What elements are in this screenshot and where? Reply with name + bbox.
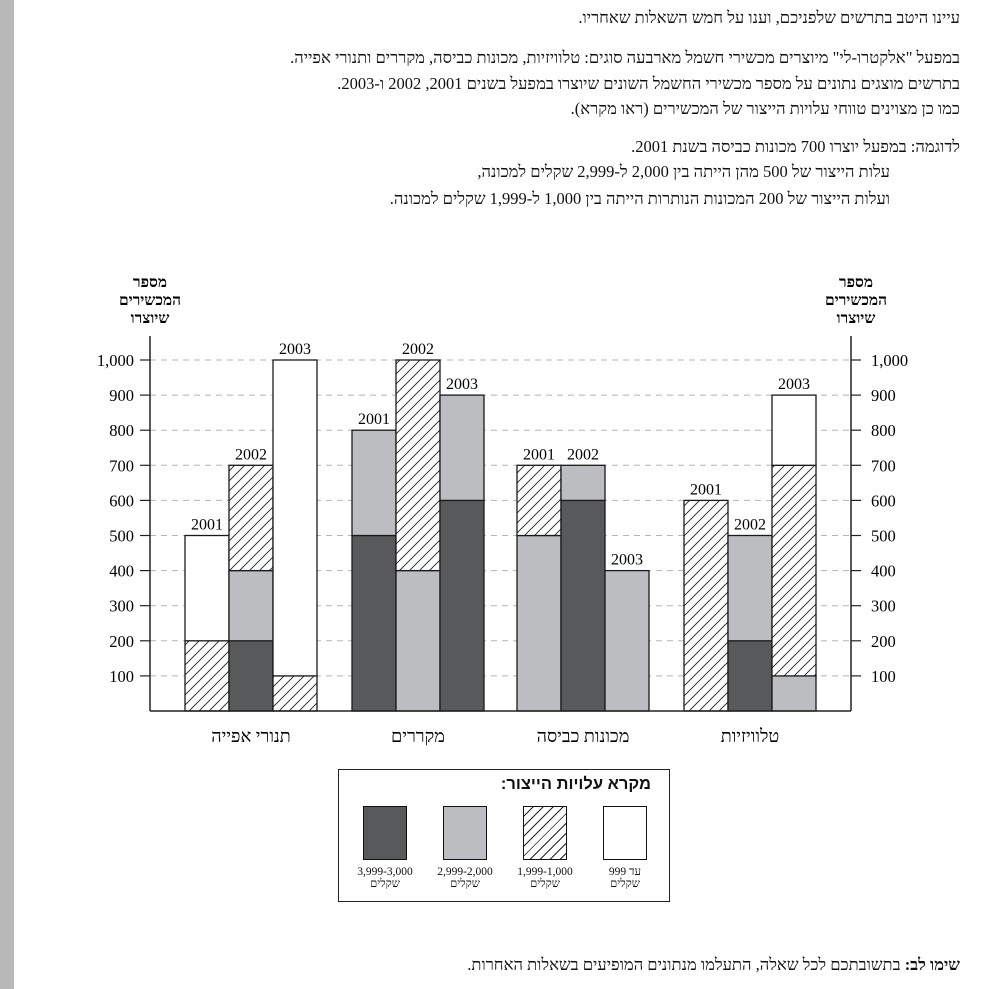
- bar-segment: [395, 569, 441, 712]
- legend-swatch-dark: [363, 806, 407, 860]
- legend-swatch-light-gray: [443, 806, 487, 860]
- y-tick-label-left: 100: [109, 667, 134, 686]
- y-axis-title-left-line: שיוצרו: [131, 310, 170, 327]
- y-tick-label-right: 700: [871, 456, 896, 475]
- legend-item-0-999: עד 999 שקלים: [589, 806, 661, 890]
- bar-segment: [395, 359, 441, 572]
- description-line-1: במפעל "אלקטרו-לי" מיוצרים מכשירי חשמל מא…: [290, 48, 960, 67]
- legend-item-3000-3999: 3,999-3,000 שקלים: [349, 806, 421, 890]
- y-tick-label-right: 1,000: [871, 351, 908, 370]
- bar-segment: [516, 464, 562, 537]
- example-line-1: לדוגמה: במפעל יוצרו 700 מכונות כביסה בשנ…: [631, 137, 960, 156]
- legend-unit-label: שקלים: [610, 878, 640, 890]
- bar-year-label: 2002: [567, 446, 599, 463]
- bar-year-label: 2003: [446, 376, 478, 393]
- bar-year-label: 2001: [523, 446, 555, 463]
- description-line-2: בתרשים מוצגים נתונים על מספר מכשירי החשמ…: [337, 74, 960, 93]
- y-tick-label-right: 200: [871, 632, 896, 651]
- legend-range-label: 1,999-1,000: [517, 866, 573, 878]
- category-label: טלוויזיות: [721, 726, 780, 746]
- y-tick-label-right: 400: [871, 562, 896, 581]
- y-axis-title-left: מספר המכשירים שיוצרו: [119, 274, 181, 327]
- y-tick-label-left: 700: [109, 456, 134, 475]
- y-axis-title-left-line: מספר: [133, 274, 167, 291]
- category-label: מכונות כביסה: [537, 726, 630, 746]
- bar-segment: [184, 640, 230, 712]
- bar-segment: [228, 464, 274, 572]
- y-tick-label-right: 100: [871, 667, 896, 686]
- bar-segment: [771, 464, 817, 677]
- left-margin-bar: [0, 0, 14, 989]
- bar-segment: [560, 499, 606, 712]
- legend-unit-label: שקלים: [450, 878, 480, 890]
- bar-segment: [439, 499, 485, 712]
- bar-segment: [272, 359, 318, 677]
- y-axis-title-right-line: מספר: [839, 274, 873, 291]
- note-bold-label: שימו לב:: [904, 955, 960, 974]
- bar-segment: [351, 429, 397, 537]
- category-label: תנורי אפייה: [211, 726, 291, 746]
- y-axis-title-right-line: שיוצרו: [837, 310, 876, 327]
- y-axis-title-right: מספר המכשירים שיוצרו: [825, 274, 887, 327]
- y-tick-label-left: 200: [109, 632, 134, 651]
- y-tick-label-left: 800: [109, 421, 134, 440]
- bar-segment: [683, 499, 729, 712]
- legend-range-label: 2,999-2,000: [437, 866, 493, 878]
- bar-segment: [771, 675, 817, 712]
- y-tick-label-left: 1,000: [97, 351, 134, 370]
- bar-year-label: 2001: [690, 481, 722, 498]
- bar-year-label: 2003: [611, 552, 643, 569]
- y-tick-label-left: 400: [109, 562, 134, 581]
- bar-year-label: 2002: [235, 446, 267, 463]
- bar-segment: [351, 534, 397, 712]
- bar-year-label: 2001: [191, 517, 223, 534]
- note-text: שימו לב: בתשובתכם לכל שאלה, התעלמו מנתונ…: [467, 955, 960, 975]
- legend-range-label: 3,999-3,000: [357, 866, 413, 878]
- bar-segment: [771, 394, 817, 466]
- bar-segment: [604, 569, 650, 712]
- category-label: מקררים: [391, 726, 445, 746]
- y-tick-label-left: 500: [109, 527, 134, 546]
- legend-item-2000-2999: 2,999-2,000 שקלים: [429, 806, 501, 890]
- intro-text: עיינו היטב בתרשים שלפניכם, וענו על חמש ה…: [578, 8, 960, 27]
- y-tick-label-right: 500: [871, 527, 896, 546]
- legend-item-1000-1999: 1,999-1,000 שקלים: [509, 806, 581, 890]
- legend-title: מקרא עלויות הייצור:: [500, 775, 651, 793]
- bar-segment: [228, 640, 274, 712]
- bar-segment: [727, 534, 773, 642]
- example-line-3: ועלות הייצור של 200 המכונות הנותרות היית…: [389, 189, 890, 208]
- y-tick-label-right: 600: [871, 491, 896, 510]
- bar-segment: [184, 534, 230, 642]
- legend-swatch-white: [603, 806, 647, 860]
- example-line-2: עלות הייצור של 500 מהן הייתה בין 2,000 ל…: [477, 162, 890, 181]
- note-body: בתשובתכם לכל שאלה, התעלמו מנתונים המופיע…: [467, 955, 905, 974]
- bar-year-label: 2002: [734, 517, 766, 534]
- y-tick-label-left: 600: [109, 491, 134, 510]
- y-tick-label-left: 900: [109, 386, 134, 405]
- bar-year-label: 2001: [358, 411, 390, 428]
- bar-year-label: 2003: [778, 376, 810, 393]
- y-axis-title-left-line: המכשירים: [119, 292, 181, 309]
- y-tick-label-right: 900: [871, 386, 896, 405]
- y-tick-label-right: 800: [871, 421, 896, 440]
- legend-unit-label: שקלים: [370, 878, 400, 890]
- legend-box: מקרא עלויות הייצור: 3,999-3,000 שקלים 2,…: [338, 769, 670, 902]
- bar-year-label: 2002: [402, 341, 434, 358]
- legend-range-label: עד 999: [608, 866, 642, 878]
- bar-segment: [560, 464, 606, 502]
- y-tick-label-right: 300: [871, 597, 896, 616]
- bar-segment: [228, 569, 274, 642]
- bar-segment: [439, 394, 485, 502]
- description-line-3: כמו כן מצוינים טווחי עלויות הייצור של המ…: [570, 99, 960, 118]
- y-tick-label-left: 300: [109, 597, 134, 616]
- bar-year-label: 2003: [279, 341, 311, 358]
- bar-segment: [727, 640, 773, 712]
- y-axis-title-right-line: המכשירים: [825, 292, 887, 309]
- legend-swatch-hatched: [523, 806, 567, 860]
- bar-segment: [516, 534, 562, 712]
- legend-unit-label: שקלים: [530, 878, 560, 890]
- bar-segment: [272, 675, 318, 712]
